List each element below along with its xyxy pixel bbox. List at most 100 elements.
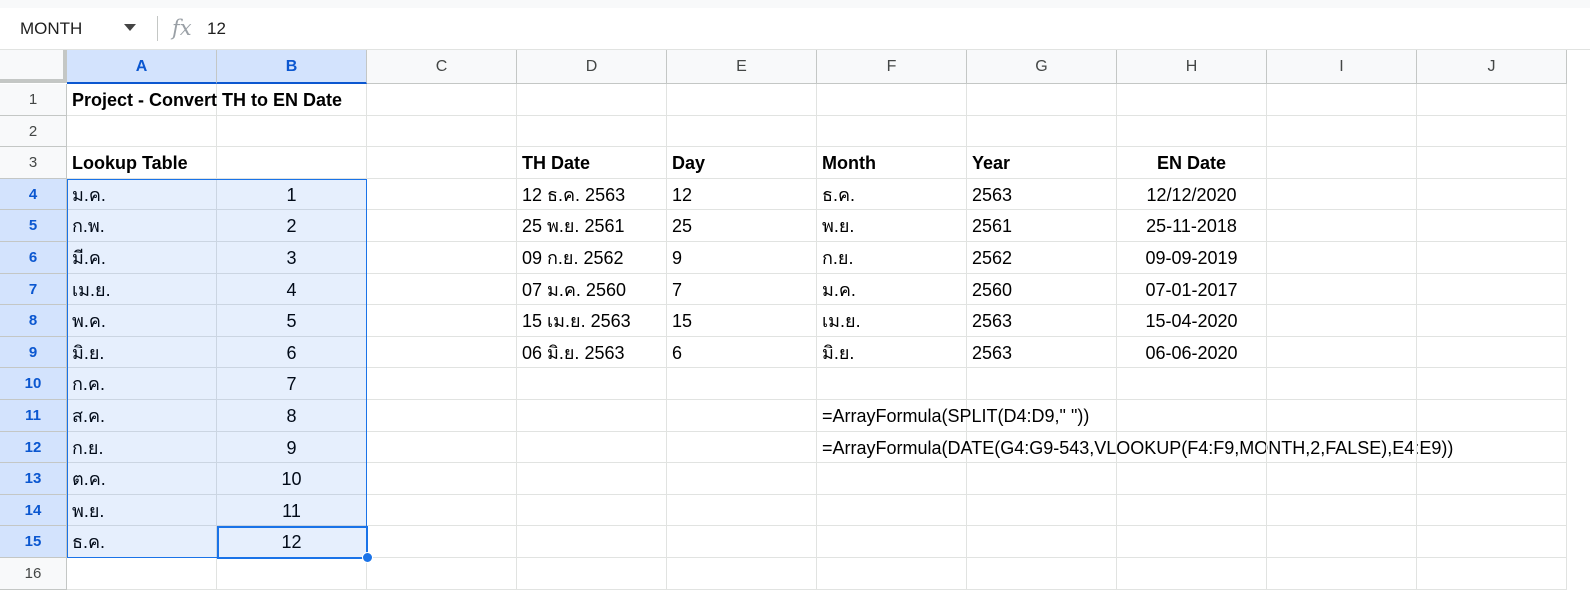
cell-c1[interactable] xyxy=(367,84,517,116)
cell-f6[interactable]: ก.ย. xyxy=(817,242,967,274)
cell-a16[interactable] xyxy=(67,558,217,590)
row-header-6[interactable]: 6 xyxy=(0,242,67,274)
cell-a13[interactable]: ต.ค. xyxy=(67,463,217,495)
cell-f11[interactable]: =ArrayFormula(SPLIT(D4:D9," ")) xyxy=(817,400,1089,432)
cell-j8[interactable] xyxy=(1417,305,1567,337)
column-header-d[interactable]: D xyxy=(517,50,667,84)
cell-a1[interactable]: Project - Convert TH to EN Date xyxy=(67,84,342,116)
cell-j10[interactable] xyxy=(1417,368,1567,400)
cell-j7[interactable] xyxy=(1417,273,1567,306)
cell-j3[interactable] xyxy=(1417,147,1567,179)
cell-g9[interactable]: 2563 xyxy=(967,336,1117,369)
cell-h10[interactable] xyxy=(1117,368,1267,400)
cell-d16[interactable] xyxy=(517,558,667,590)
cell-h5[interactable]: 25-11-2018 xyxy=(1117,210,1267,242)
cell-b9[interactable]: 6 xyxy=(217,336,367,369)
name-box[interactable]: MONTH xyxy=(20,19,83,38)
cell-c13[interactable] xyxy=(367,463,517,495)
cell-d13[interactable] xyxy=(517,463,667,495)
row-header-8[interactable]: 8 xyxy=(0,305,67,337)
column-header-g[interactable]: G xyxy=(967,50,1117,84)
cell-d6[interactable]: 09 ก.ย. 2562 xyxy=(517,242,667,274)
cell-e12[interactable] xyxy=(667,431,817,464)
cell-d14[interactable] xyxy=(517,494,667,527)
cell-e6[interactable]: 9 xyxy=(667,242,817,274)
cell-g2[interactable] xyxy=(967,115,1117,148)
cell-f12[interactable]: =ArrayFormula(DATE(G4:G9-543,VLOOKUP(F4:… xyxy=(817,431,1453,464)
cell-d2[interactable] xyxy=(517,115,667,148)
cell-h4[interactable]: 12/12/2020 xyxy=(1117,178,1267,211)
cell-i9[interactable] xyxy=(1267,336,1417,369)
cell-f3[interactable]: Month xyxy=(817,147,967,179)
cell-g13[interactable] xyxy=(967,463,1117,495)
cell-a15[interactable]: ธ.ค. xyxy=(67,526,217,558)
cell-b6[interactable]: 3 xyxy=(217,242,367,274)
cell-j2[interactable] xyxy=(1417,115,1567,148)
cell-f16[interactable] xyxy=(817,558,967,590)
cell-g11[interactable] xyxy=(967,400,1117,432)
cell-e15[interactable] xyxy=(667,526,817,558)
cell-h8[interactable]: 15-04-2020 xyxy=(1117,305,1267,337)
cell-i7[interactable] xyxy=(1267,273,1417,306)
cell-a10[interactable]: ก.ค. xyxy=(67,368,217,400)
cell-i8[interactable] xyxy=(1267,305,1417,337)
cell-e14[interactable] xyxy=(667,494,817,527)
cell-i14[interactable] xyxy=(1267,494,1417,527)
cell-f1[interactable] xyxy=(817,84,967,116)
cell-h13[interactable] xyxy=(1117,463,1267,495)
cell-d1[interactable] xyxy=(517,84,667,116)
column-header-i[interactable]: I xyxy=(1267,50,1417,84)
cell-i15[interactable] xyxy=(1267,526,1417,558)
cell-a2[interactable] xyxy=(67,115,217,148)
cell-d5[interactable]: 25 พ.ย. 2561 xyxy=(517,210,667,242)
cell-c11[interactable] xyxy=(367,400,517,432)
cell-b12[interactable]: 9 xyxy=(217,431,367,464)
column-header-b[interactable]: B xyxy=(217,50,367,84)
cell-f8[interactable]: เม.ย. xyxy=(817,305,967,337)
row-header-7[interactable]: 7 xyxy=(0,273,67,306)
cell-a9[interactable]: มิ.ย. xyxy=(67,336,217,369)
cell-e10[interactable] xyxy=(667,368,817,400)
cell-g16[interactable] xyxy=(967,558,1117,590)
column-header-j[interactable]: J xyxy=(1417,50,1567,84)
column-header-c[interactable]: C xyxy=(367,50,517,84)
cell-i11[interactable] xyxy=(1267,400,1417,432)
cell-f15[interactable] xyxy=(817,526,967,558)
cell-f14[interactable] xyxy=(817,494,967,527)
cell-g3[interactable]: Year xyxy=(967,147,1117,179)
cell-b8[interactable]: 5 xyxy=(217,305,367,337)
cell-a7[interactable]: เม.ย. xyxy=(67,273,217,306)
cell-h6[interactable]: 09-09-2019 xyxy=(1117,242,1267,274)
row-header-5[interactable]: 5 xyxy=(0,210,67,242)
cell-j16[interactable] xyxy=(1417,558,1567,590)
row-header-10[interactable]: 10 xyxy=(0,368,67,400)
cell-g8[interactable]: 2563 xyxy=(967,305,1117,337)
cell-i16[interactable] xyxy=(1267,558,1417,590)
cell-g4[interactable]: 2563 xyxy=(967,178,1117,211)
cell-i13[interactable] xyxy=(1267,463,1417,495)
cell-i6[interactable] xyxy=(1267,242,1417,274)
column-header-h[interactable]: H xyxy=(1117,50,1267,84)
cell-c7[interactable] xyxy=(367,273,517,306)
cell-c4[interactable] xyxy=(367,178,517,211)
formula-input[interactable]: 12 xyxy=(207,19,226,38)
cell-b2[interactable] xyxy=(217,115,367,148)
column-header-e[interactable]: E xyxy=(667,50,817,84)
cell-c3[interactable] xyxy=(367,147,517,179)
cell-e4[interactable]: 12 xyxy=(667,178,817,211)
cell-e16[interactable] xyxy=(667,558,817,590)
cell-b5[interactable]: 2 xyxy=(217,210,367,242)
cell-i4[interactable] xyxy=(1267,178,1417,211)
cell-e3[interactable]: Day xyxy=(667,147,817,179)
cell-d11[interactable] xyxy=(517,400,667,432)
cell-h2[interactable] xyxy=(1117,115,1267,148)
cell-b14[interactable]: 11 xyxy=(217,494,367,527)
cell-g10[interactable] xyxy=(967,368,1117,400)
cell-c9[interactable] xyxy=(367,336,517,369)
cell-d7[interactable]: 07 ม.ค. 2560 xyxy=(517,273,667,306)
cell-f13[interactable] xyxy=(817,463,967,495)
cell-d12[interactable] xyxy=(517,431,667,464)
cell-j6[interactable] xyxy=(1417,242,1567,274)
row-header-15[interactable]: 15 xyxy=(0,526,67,558)
cell-i1[interactable] xyxy=(1267,84,1417,116)
